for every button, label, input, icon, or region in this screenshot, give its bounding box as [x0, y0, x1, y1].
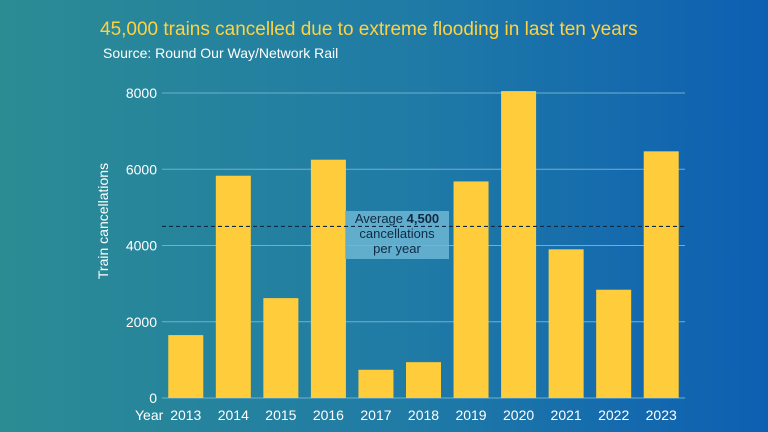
x-tick-label: 2022 — [598, 407, 629, 423]
x-tick-label: 2017 — [360, 407, 391, 423]
x-tick-label: 2014 — [218, 407, 249, 423]
y-tick-label: 0 — [149, 390, 157, 406]
bar-2022 — [596, 289, 632, 398]
bars — [168, 91, 679, 398]
x-tick-label: 2019 — [455, 407, 486, 423]
y-axis-ticks: 0 2000 4000 6000 8000 — [126, 85, 157, 406]
bar-2021 — [548, 249, 584, 398]
average-label-line3: per year — [373, 241, 421, 256]
y-axis-label: Train cancellations — [95, 163, 111, 279]
x-tick-label: 2015 — [265, 407, 296, 423]
average-label-box — [345, 211, 449, 259]
average-label-prefix: Average — [355, 211, 407, 226]
x-axis-label: Year — [135, 407, 164, 423]
x-tick-label: 2023 — [646, 407, 677, 423]
x-tick-label: 2018 — [408, 407, 439, 423]
chart-title: 45,000 trains cancelled due to extreme f… — [100, 19, 638, 40]
bar-2018 — [406, 362, 441, 398]
bar-2013 — [168, 335, 204, 398]
x-axis-ticks: 2013 2014 2015 2016 2017 2018 2019 2020 2021 2022… — [170, 407, 677, 423]
bar-2016 — [310, 159, 346, 398]
chart-source: Source: Round Our Way/Network Rail — [103, 45, 339, 61]
y-tick-label: 4000 — [126, 238, 157, 254]
x-tick-label: 2020 — [503, 407, 534, 423]
average-label-value: 4,500 — [407, 211, 440, 226]
x-tick-label: 2021 — [551, 407, 582, 423]
bar-2020 — [501, 91, 537, 398]
bar-2019 — [453, 181, 489, 398]
bar-2023 — [643, 151, 679, 398]
average-annotation: Average 4,500 cancellations per year — [162, 211, 685, 259]
average-label-line1: Average 4,500 — [355, 211, 439, 226]
y-tick-label: 8000 — [126, 85, 157, 101]
average-label-line2: cancellations — [359, 226, 435, 241]
bar-2017 — [358, 369, 394, 398]
x-tick-label: 2016 — [313, 407, 344, 423]
bar-2015 — [263, 298, 299, 398]
x-tick-label: 2013 — [170, 407, 201, 423]
y-tick-label: 6000 — [126, 161, 157, 177]
y-tick-label: 2000 — [126, 314, 157, 330]
bar-2014 — [215, 175, 251, 398]
